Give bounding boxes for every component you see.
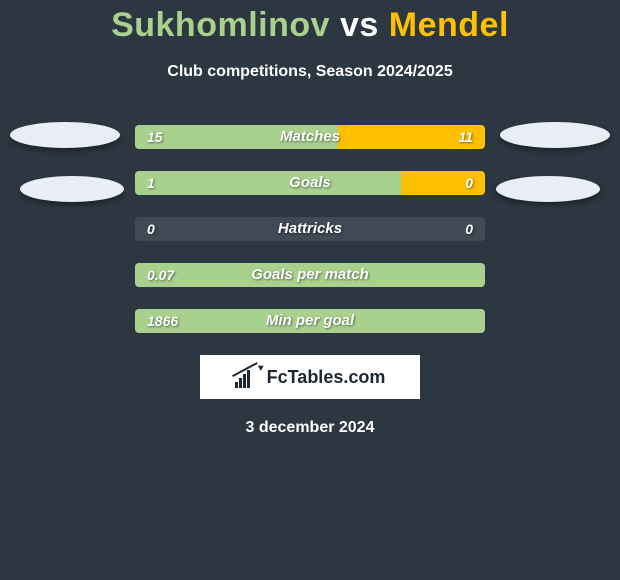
avatar-placeholder <box>20 176 124 202</box>
comparison-title: Sukhomlinov vs Mendel <box>0 0 620 45</box>
chart-icon <box>235 367 261 387</box>
player1-name: Sukhomlinov <box>111 6 330 44</box>
stat-bars: 1511Matches 10Goals 00Hattricks 0.07Goals p… <box>135 125 485 333</box>
subtitle: Club competitions, Season 2024/2025 <box>0 63 620 81</box>
stat-row: 1511Matches <box>135 125 485 149</box>
date-text: 3 december 2024 <box>0 419 620 437</box>
vs-text: vs <box>340 6 379 44</box>
stat-label: Min per goal <box>135 309 485 333</box>
stat-row: 00Hattricks <box>135 217 485 241</box>
player1-avatars <box>10 122 120 230</box>
branding-text: FcTables.com <box>267 367 386 388</box>
stat-label: Goals per match <box>135 263 485 287</box>
branding-badge: FcTables.com <box>200 355 420 399</box>
avatar-placeholder <box>10 122 120 148</box>
stat-row: 1866Min per goal <box>135 309 485 333</box>
stat-row: 0.07Goals per match <box>135 263 485 287</box>
stat-label: Hattricks <box>135 217 485 241</box>
stat-label: Goals <box>135 171 485 195</box>
stat-row: 10Goals <box>135 171 485 195</box>
stat-label: Matches <box>135 125 485 149</box>
avatar-placeholder <box>496 176 600 202</box>
player2-name: Mendel <box>389 6 509 44</box>
player2-avatars <box>500 122 610 230</box>
avatar-placeholder <box>500 122 610 148</box>
